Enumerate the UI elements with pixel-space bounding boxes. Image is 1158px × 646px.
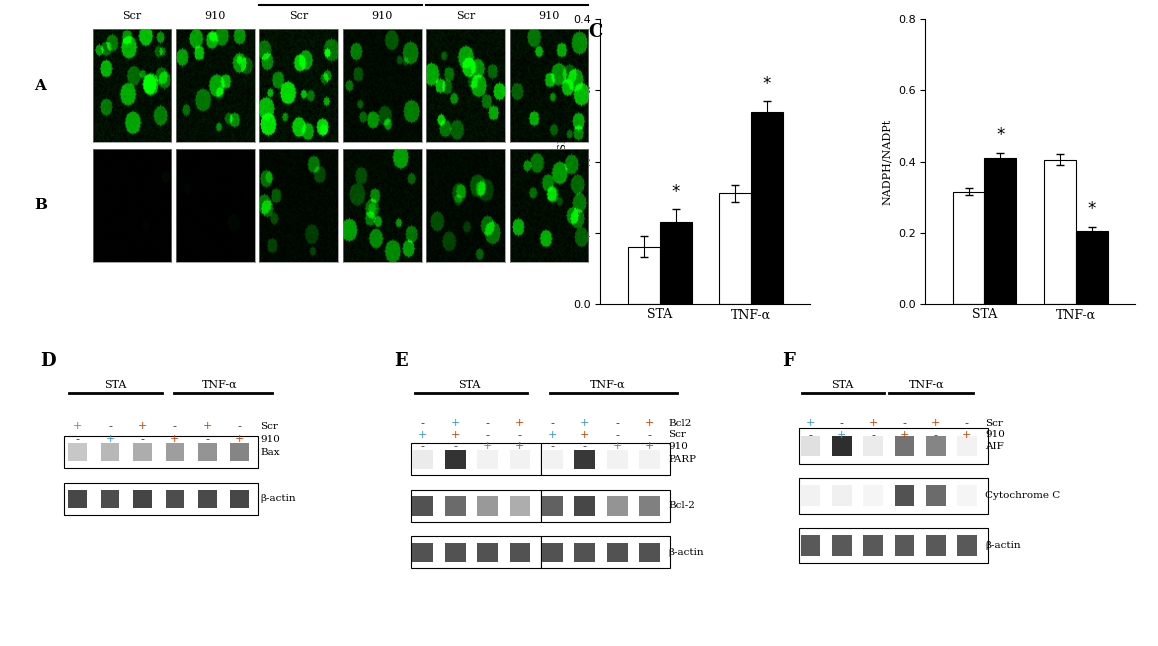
Text: +: +: [515, 418, 525, 428]
Text: *: *: [762, 74, 771, 92]
Text: -: -: [420, 441, 425, 452]
Text: A: A: [35, 79, 46, 92]
Text: +: +: [450, 418, 460, 428]
Text: β-actin: β-actin: [668, 548, 704, 557]
Text: +: +: [203, 421, 212, 432]
Text: +: +: [645, 418, 654, 428]
Text: -: -: [933, 430, 938, 440]
Text: -: -: [173, 421, 177, 432]
Text: -: -: [420, 418, 425, 428]
Text: -: -: [453, 441, 457, 452]
Text: Scr: Scr: [985, 419, 1003, 428]
Text: +: +: [170, 434, 179, 444]
Text: +: +: [450, 430, 460, 440]
Text: -: -: [108, 421, 112, 432]
Text: +: +: [235, 434, 244, 444]
Bar: [1043, 160, 1076, 304]
Text: -: -: [647, 430, 652, 440]
Text: -: -: [518, 430, 522, 440]
Text: +: +: [73, 421, 82, 432]
Text: Cytochrome C: Cytochrome C: [985, 492, 1061, 500]
Text: TNF-α: TNF-α: [203, 380, 237, 390]
Text: TNF-α: TNF-α: [591, 380, 625, 390]
Text: -: -: [965, 418, 969, 428]
Text: 910: 910: [205, 12, 226, 21]
Text: STA: STA: [104, 380, 127, 390]
Text: -: -: [485, 430, 490, 440]
Text: Scr: Scr: [290, 12, 308, 21]
Bar: [628, 247, 660, 304]
Bar: [750, 112, 783, 304]
Text: -: -: [237, 421, 242, 432]
Bar: [719, 193, 750, 304]
Text: -: -: [902, 418, 907, 428]
Bar: [984, 158, 1017, 304]
Text: +: +: [548, 430, 557, 440]
Text: STA: STA: [830, 380, 853, 390]
Text: β-actin: β-actin: [985, 541, 1021, 550]
Text: +: +: [580, 430, 589, 440]
Text: -: -: [205, 434, 210, 444]
Text: +: +: [645, 441, 654, 452]
Text: 910: 910: [372, 12, 393, 21]
Text: B: B: [34, 198, 47, 212]
Text: Bcl2: Bcl2: [668, 419, 691, 428]
Text: Scr: Scr: [456, 12, 475, 21]
Text: +: +: [418, 430, 427, 440]
Text: PARP: PARP: [668, 455, 696, 464]
Text: -: -: [485, 418, 490, 428]
Text: +: +: [138, 421, 147, 432]
Bar: [953, 192, 984, 304]
Text: *: *: [996, 126, 1005, 143]
Text: -: -: [140, 434, 145, 444]
Text: C: C: [588, 23, 602, 41]
Y-axis label: NADPH/NADPt: NADPH/NADPt: [882, 118, 892, 205]
Bar: [660, 222, 691, 304]
Text: *: *: [1087, 200, 1095, 218]
Text: +: +: [806, 418, 815, 428]
Text: +: +: [837, 430, 846, 440]
Text: -: -: [840, 418, 844, 428]
Text: F: F: [782, 352, 794, 370]
Text: Scr: Scr: [261, 422, 278, 431]
Text: -: -: [615, 430, 620, 440]
Text: +: +: [515, 441, 525, 452]
Text: 910: 910: [668, 442, 688, 451]
Text: AIF: AIF: [985, 442, 1004, 450]
Text: D: D: [41, 352, 56, 370]
Y-axis label: GSSG/GSHt: GSSG/GSHt: [557, 128, 567, 195]
Text: +: +: [931, 418, 940, 428]
Text: Bcl-2: Bcl-2: [668, 501, 695, 510]
Text: -: -: [615, 418, 620, 428]
Text: +: +: [105, 434, 115, 444]
Text: 910: 910: [261, 435, 280, 444]
Text: 910: 910: [985, 430, 1005, 439]
Text: β-actin: β-actin: [261, 494, 296, 503]
Text: *: *: [672, 183, 680, 200]
Text: +: +: [900, 430, 909, 440]
Text: -: -: [550, 418, 555, 428]
Text: Scr: Scr: [668, 430, 686, 439]
Text: STA: STA: [457, 380, 481, 390]
Text: -: -: [582, 441, 587, 452]
Text: -: -: [871, 430, 875, 440]
Text: -: -: [808, 430, 813, 440]
Bar: [1076, 231, 1107, 304]
Text: 910: 910: [538, 12, 559, 21]
Text: -: -: [550, 441, 555, 452]
Text: +: +: [483, 441, 492, 452]
Text: -: -: [75, 434, 80, 444]
Text: Scr: Scr: [123, 12, 141, 21]
Text: +: +: [613, 441, 622, 452]
Text: +: +: [962, 430, 972, 440]
Text: +: +: [868, 418, 878, 428]
Text: Bax: Bax: [261, 448, 280, 457]
Text: E: E: [394, 352, 408, 370]
Text: +: +: [580, 418, 589, 428]
Text: TNF-α: TNF-α: [909, 380, 944, 390]
